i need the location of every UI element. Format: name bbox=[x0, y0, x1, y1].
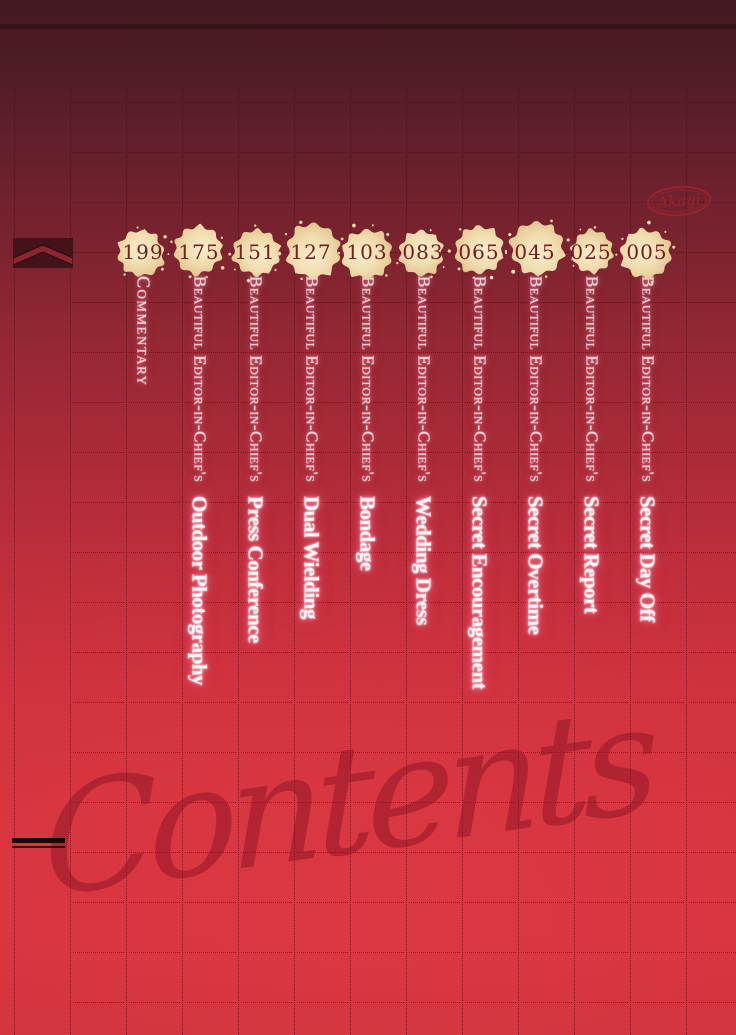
page-number-splat: 151 bbox=[227, 224, 283, 283]
toc-entry: 103 Beautiful Editor-in-Chief's Bondage bbox=[337, 223, 395, 689]
series-prefix-text: Beautiful Editor-in-Chief's bbox=[358, 276, 378, 488]
logo-text: Akagi bbox=[655, 190, 702, 211]
ink-splat-icon bbox=[566, 226, 618, 275]
page-number-splat: 005 bbox=[619, 220, 676, 284]
divider-rule-thin bbox=[12, 846, 65, 848]
entry-label: Beautiful Editor-in-Chief's Secret Encou… bbox=[467, 276, 492, 689]
series-prefix-text: Beautiful Editor-in-Chief's bbox=[414, 276, 434, 488]
top-shade-band bbox=[0, 24, 736, 29]
entry-label: Commentary bbox=[133, 276, 154, 386]
entry-label: Beautiful Editor-in-Chief's Press Confer… bbox=[243, 276, 268, 643]
chapter-title-text: Secret Overtime bbox=[523, 496, 548, 635]
page-number-splat: 065 bbox=[451, 225, 508, 280]
ink-splat-icon bbox=[619, 220, 676, 284]
entry-label: Beautiful Editor-in-Chief's Outdoor Phot… bbox=[187, 276, 212, 685]
page-number: 151 bbox=[234, 240, 276, 264]
page-number: 045 bbox=[514, 240, 556, 264]
entry-label: Beautiful Editor-in-Chief's Wedding Dres… bbox=[411, 276, 436, 625]
divider-rule-thick bbox=[12, 838, 65, 843]
ink-splat-icon bbox=[396, 229, 451, 279]
entry-label: Beautiful Editor-in-Chief's Secret Repor… bbox=[579, 276, 604, 613]
chapter-title-text: Secret Report bbox=[579, 496, 604, 614]
bookmark-chevron-icon bbox=[13, 238, 73, 268]
page-number: 005 bbox=[626, 240, 668, 264]
ink-splat-icon bbox=[504, 219, 566, 278]
series-prefix-text: Beautiful Editor-in-Chief's bbox=[302, 276, 322, 488]
chapter-title-text: Press Conference bbox=[243, 496, 268, 643]
contents-watermark: Contents bbox=[42, 671, 652, 932]
toc-entry: 045 Beautiful Editor-in-Chief's Secret O… bbox=[504, 219, 566, 689]
toc-entry: 065 Beautiful Editor-in-Chief's Secret E… bbox=[451, 225, 508, 689]
page-number-splat: 127 bbox=[277, 220, 344, 281]
series-prefix-text: Beautiful Editor-in-Chief's bbox=[190, 276, 210, 488]
toc-entry: 127 Beautiful Editor-in-Chief's Dual Wie… bbox=[277, 220, 344, 689]
chapter-title-text: Outdoor Photography bbox=[187, 496, 212, 686]
series-prefix-text: Beautiful Editor-in-Chief's bbox=[526, 276, 546, 488]
toc-entry: 175 Beautiful Editor-in-Chief's Outdoor … bbox=[170, 223, 227, 689]
series-prefix-text: Beautiful Editor-in-Chief's bbox=[582, 276, 602, 488]
page-number: 199 bbox=[122, 240, 164, 264]
toc-entry: 199 Commentary bbox=[115, 226, 171, 689]
entry-label: Beautiful Editor-in-Chief's Secret Overt… bbox=[523, 276, 548, 635]
page-number-splat: 083 bbox=[395, 226, 451, 279]
ink-splat-icon bbox=[170, 223, 225, 279]
toc-entry: 025 Beautiful Editor-in-Chief's Secret R… bbox=[563, 226, 619, 689]
page-number-splat: 045 bbox=[504, 219, 566, 278]
entry-label: Beautiful Editor-in-Chief's Bondage bbox=[355, 276, 380, 571]
page-number-splat: 103 bbox=[337, 223, 395, 280]
series-prefix-text: Beautiful Editor-in-Chief's bbox=[470, 276, 490, 488]
ink-splat-icon bbox=[337, 223, 392, 280]
ink-splat-icon bbox=[277, 220, 344, 281]
page-number-splat: 175 bbox=[170, 223, 227, 279]
page-number: 083 bbox=[402, 240, 444, 264]
toc-entry: 083 Beautiful Editor-in-Chief's Wedding … bbox=[395, 226, 451, 689]
chapter-title-text: Secret Encouragement bbox=[467, 496, 492, 690]
ink-splat-icon bbox=[454, 225, 508, 280]
page-number: 175 bbox=[178, 240, 220, 264]
chapter-title-text: Commentary bbox=[133, 276, 154, 387]
toc-entry-list: 199 Commentary 175 bbox=[115, 219, 676, 689]
chapter-title-text: Secret Day Off bbox=[635, 496, 660, 622]
page-number-splat: 199 bbox=[115, 226, 171, 278]
entry-label: Beautiful Editor-in-Chief's Secret Day O… bbox=[635, 276, 660, 622]
entry-label: Beautiful Editor-in-Chief's Dual Wieldin… bbox=[299, 276, 324, 619]
chapter-title-text: Bondage bbox=[355, 496, 380, 571]
page-number: 065 bbox=[458, 240, 500, 264]
series-prefix-text: Beautiful Editor-in-Chief's bbox=[246, 276, 266, 488]
chapter-title-text: Wedding Dress bbox=[411, 496, 436, 626]
series-prefix-text: Beautiful Editor-in-Chief's bbox=[638, 276, 658, 488]
toc-entry: 005 Beautiful Editor-in-Chief's Secret D… bbox=[619, 220, 676, 689]
publisher-logo: Akagi bbox=[647, 185, 711, 217]
chapter-title-text: Dual Wielding bbox=[299, 496, 324, 619]
page-number-splat: 025 bbox=[563, 226, 619, 278]
page-number: 103 bbox=[346, 240, 388, 264]
page-number: 025 bbox=[570, 240, 612, 264]
page-number: 127 bbox=[290, 240, 332, 264]
toc-entry: 151 Beautiful Editor-in-Chief's Press Co… bbox=[227, 224, 283, 689]
